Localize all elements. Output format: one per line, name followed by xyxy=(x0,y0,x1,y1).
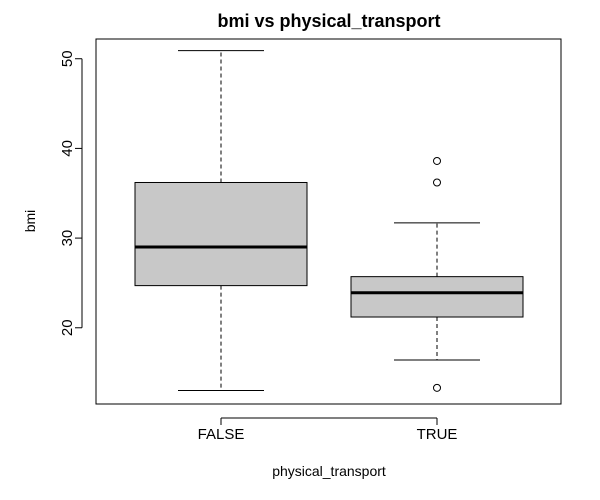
y-tick-label: 40 xyxy=(59,140,76,157)
plot-area: 20 30 40 50 FALSE TRUE xyxy=(59,38,562,443)
y-tick-label: 30 xyxy=(59,230,76,247)
plot-frame xyxy=(95,38,562,405)
y-axis: 20 30 40 50 xyxy=(59,50,83,336)
outlier-point xyxy=(433,156,441,165)
box-group-false xyxy=(134,50,308,392)
x-axis-label: physical_transport xyxy=(272,463,386,479)
x-tick-label: FALSE xyxy=(198,426,245,443)
x-axis: FALSE TRUE xyxy=(198,417,458,443)
box-group-true xyxy=(350,156,524,392)
y-tick-label: 50 xyxy=(59,50,76,67)
iqr-box xyxy=(134,181,308,287)
chart-title: bmi vs physical_transport xyxy=(217,11,440,31)
y-axis-label: bmi xyxy=(22,210,38,233)
outlier-point xyxy=(433,383,441,392)
iqr-box xyxy=(350,276,524,318)
x-tick-label: TRUE xyxy=(417,426,458,443)
outlier-point xyxy=(433,178,441,187)
y-tick-label: 20 xyxy=(59,319,76,336)
